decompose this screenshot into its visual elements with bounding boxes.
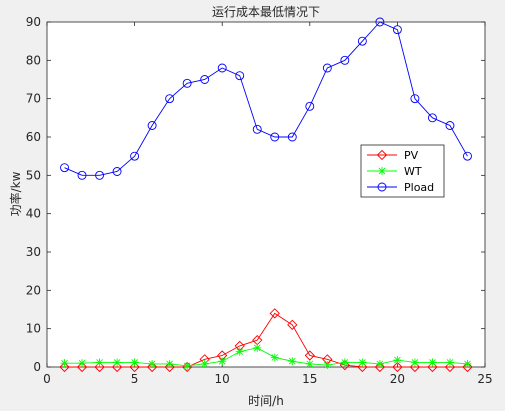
data-point-wt [60,359,69,368]
data-point-wt [428,358,437,367]
data-point-wt [305,359,314,368]
legend-marker-wt [378,167,386,175]
data-point-wt [130,358,139,367]
data-point-pv [59,361,70,373]
data-point-pload [60,163,69,173]
data-point-pv [94,361,105,373]
data-point-pload [445,121,455,130]
data-point-wt [340,358,349,367]
y-tick-label: 70 [26,92,41,106]
legend-label-pload: Pload [404,181,434,194]
x-tick-label: 10 [215,372,230,386]
data-point-pload [340,55,350,65]
data-point-pload [270,132,280,142]
data-point-wt [375,359,384,368]
data-point-wt [393,356,402,365]
x-axis-label: 时间/h [248,394,284,408]
y-tick-label: 20 [26,283,41,297]
data-point-pload [147,121,157,130]
data-point-pload [182,78,192,88]
data-point-wt [95,358,104,367]
legend: PV WT Pload [360,144,445,198]
y-tick-label: 90 [26,15,41,29]
data-point-wt [200,359,209,368]
data-point-pload [200,75,210,84]
data-point-pv [392,361,403,373]
data-point-pv [427,361,438,373]
data-point-pv [129,361,140,373]
axis-ticks: 0 5 10 15 20 25 0 10 20 30 40 50 60 70 80 90 [26,15,493,386]
y-tick-label: 0 [33,360,41,374]
legend-label-pv: PV [404,149,419,162]
data-point-wt [463,359,472,368]
data-point-pload [95,170,105,180]
data-point-wt [183,361,192,370]
data-point-wt [323,361,332,370]
data-point-wt [288,357,297,366]
data-point-wt [253,343,262,352]
y-tick-label: 50 [26,168,41,182]
y-tick-label: 30 [26,245,41,259]
y-tick-label: 60 [26,130,41,144]
data-point-pv [444,361,456,373]
data-point-wt [358,358,367,367]
data-point-wt [148,359,157,368]
y-tick-label: 80 [26,53,41,67]
data-point-pv [409,361,421,373]
data-point-pv [164,361,175,373]
chart-title: 运行成本最低情况下 [212,5,320,19]
data-point-pload [130,151,140,161]
data-point-pload [427,113,437,123]
data-point-pload [322,63,332,73]
x-tick-label: 20 [390,372,405,386]
data-point-pv [76,361,88,373]
legend-marker-pload [377,182,387,192]
data-point-pv [339,359,350,371]
data-point-wt [410,358,419,367]
x-tick-label: 0 [43,372,51,386]
data-point-pv [146,361,158,373]
data-point-pload [357,36,367,46]
data-point-pv [111,361,123,373]
data-point-wt [78,359,87,368]
data-point-pload [112,167,122,176]
data-point-wt [218,357,227,366]
x-tick-label: 25 [477,372,492,386]
data-point-pv [357,361,368,373]
data-point-wt [445,358,454,367]
series-layer [59,17,473,373]
data-point-pload [463,151,472,161]
data-point-wt [235,347,244,356]
series-line-pv [64,312,468,368]
data-point-pload [410,94,420,104]
y-tick-label: 10 [26,322,41,336]
data-point-wt [270,353,279,362]
data-point-pv [269,308,280,319]
x-tick-label: 5 [131,372,139,386]
data-point-wt [113,358,122,367]
data-point-pv [462,361,473,373]
data-point-pload [392,25,402,35]
data-point-pload [252,124,262,134]
data-point-pv [374,361,386,373]
x-tick-label: 15 [302,372,317,386]
data-point-pload [217,63,227,73]
data-point-pload [235,71,245,81]
data-point-pload [375,17,385,27]
data-point-pload [287,132,297,142]
data-point-pload [165,94,175,104]
data-point-pload [77,170,87,180]
y-tick-label: 40 [26,207,41,221]
series-pload [60,17,472,180]
legend-label-wt: WT [404,165,422,178]
y-axis-label: 功率/kw [8,171,23,216]
series-wt [60,343,472,370]
data-point-pv [287,319,298,330]
data-point-pload [305,101,315,111]
legend-marker-pv [376,149,388,161]
data-point-wt [165,359,174,368]
